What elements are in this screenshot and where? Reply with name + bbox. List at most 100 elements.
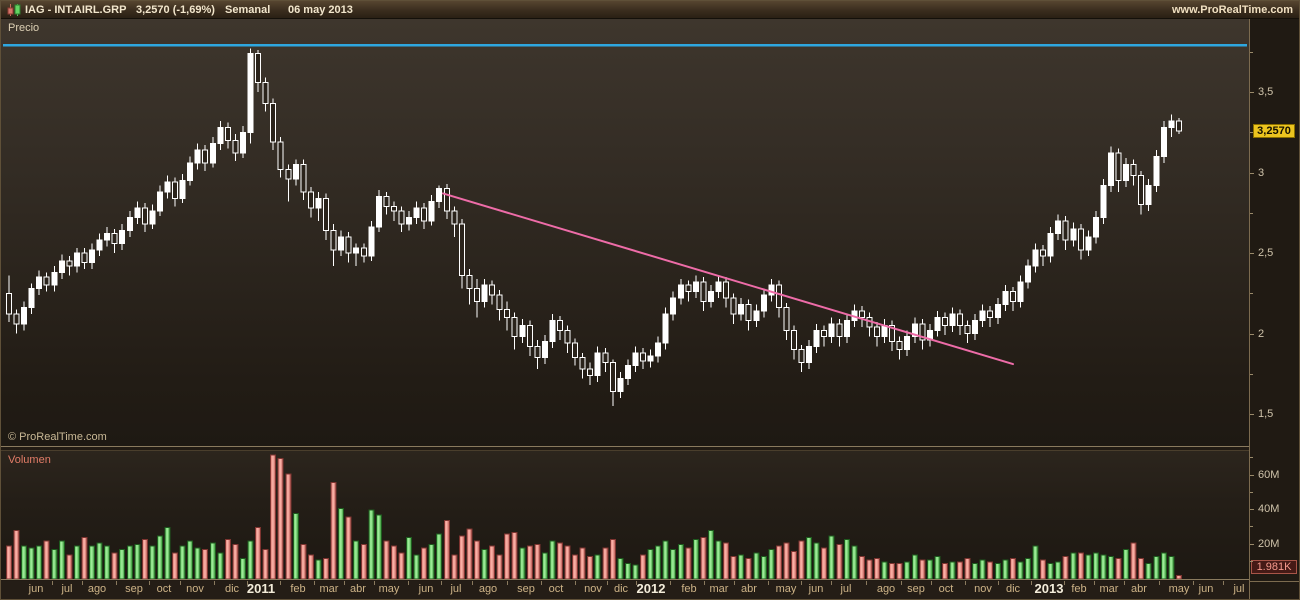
month-boundary-tick xyxy=(214,581,215,585)
month-boundary-tick xyxy=(374,581,375,585)
axis-tick xyxy=(1250,561,1253,562)
month-boundary-tick xyxy=(801,581,802,585)
month-label: jun xyxy=(808,583,824,595)
month-label: sep xyxy=(517,583,535,595)
axis-divider xyxy=(1250,581,1299,582)
volume-panel[interactable]: Volumen xyxy=(1,450,1249,580)
month-label: abr xyxy=(1131,583,1147,595)
month-boundary-tick xyxy=(52,581,53,585)
month-boundary-tick xyxy=(541,581,542,585)
month-label: may xyxy=(378,583,400,595)
month-boundary-tick xyxy=(1031,581,1032,585)
month-label: mar xyxy=(1099,583,1119,595)
axis-tick xyxy=(1250,457,1253,458)
current-volume-badge: 1.981K xyxy=(1251,560,1297,574)
month-boundary-tick xyxy=(408,581,409,585)
price-panel[interactable]: Precio © ProRealTime.com xyxy=(1,19,1249,447)
month-label: dic xyxy=(613,583,629,595)
month-boundary-tick xyxy=(607,581,608,585)
chart-column: Precio © ProRealTime.com Volumen jun jul a… xyxy=(1,19,1249,599)
axis-tick xyxy=(1250,253,1254,254)
instrument-name[interactable]: IAG - INT.AIRL.GRP xyxy=(25,4,127,16)
axis-tick xyxy=(1250,544,1254,545)
month-boundary-tick xyxy=(998,581,999,585)
month-label: jun xyxy=(28,583,44,595)
month-boundary-tick xyxy=(1223,581,1224,585)
axis-tick xyxy=(1250,334,1254,335)
month-boundary-tick xyxy=(280,581,281,585)
month-boundary-tick xyxy=(768,581,769,585)
axis-tick xyxy=(1250,475,1254,476)
month-label: jul xyxy=(450,583,462,595)
axis-tick xyxy=(1250,414,1254,415)
month-label: feb xyxy=(290,583,306,595)
month-label: oct xyxy=(938,583,954,595)
volume-panel-label: Volumen xyxy=(8,454,51,466)
month-boundary-tick xyxy=(180,581,181,585)
month-boundary-tick xyxy=(1094,581,1095,585)
month-boundary-tick xyxy=(472,581,473,585)
axis-tick xyxy=(1250,132,1253,133)
year-label: 2013 xyxy=(1034,581,1064,596)
month-boundary-tick xyxy=(149,581,150,585)
month-boundary-tick xyxy=(441,581,442,585)
bar-date-label: 06 may 2013 xyxy=(288,4,353,16)
month-boundary-tick xyxy=(1124,581,1125,585)
month-label: mar xyxy=(709,583,729,595)
axis-tick-label: 20M xyxy=(1258,537,1280,550)
month-boundary-tick xyxy=(575,581,576,585)
current-price-badge: 3,2570 xyxy=(1253,124,1295,139)
axis-tick-label: 2,5 xyxy=(1258,247,1274,259)
last-price-and-change: 3,2570 (-1,69%) xyxy=(136,4,215,16)
month-label: abr xyxy=(741,583,757,595)
month-label: feb xyxy=(681,583,697,595)
month-label: dic xyxy=(224,583,240,595)
month-boundary-tick xyxy=(1159,581,1160,585)
month-label: jul xyxy=(1233,583,1245,595)
volume-chart[interactable] xyxy=(1,451,1249,579)
axis-tick xyxy=(1250,374,1253,375)
axis-tick xyxy=(1250,492,1253,493)
axis-tick-label: 3,5 xyxy=(1258,86,1274,98)
price-axis-column[interactable]: 3,2570 1.981K 3,5 3 2,5 2 1,5 60M 40M 20M xyxy=(1249,19,1299,599)
month-label: sep xyxy=(125,583,143,595)
axis-tick-label: 2 xyxy=(1258,327,1265,340)
month-label: dic xyxy=(1005,583,1021,595)
month-label: may xyxy=(775,583,797,595)
candlestick-chart[interactable] xyxy=(1,19,1249,446)
month-boundary-tick xyxy=(965,581,966,585)
axis-tick xyxy=(1250,526,1253,527)
axis-tick xyxy=(1250,173,1254,174)
axis-tick xyxy=(1250,293,1253,294)
year-label: 2012 xyxy=(636,581,666,596)
month-label: may xyxy=(1168,583,1190,595)
month-label: ago xyxy=(876,583,896,595)
month-boundary-tick xyxy=(82,581,83,585)
month-boundary-tick xyxy=(831,581,832,585)
descending-trend-line xyxy=(442,192,1014,366)
month-boundary-tick xyxy=(901,581,902,585)
month-label: nov xyxy=(584,583,602,595)
month-boundary-tick xyxy=(1064,581,1065,585)
month-label: feb xyxy=(1071,583,1087,595)
month-boundary-tick xyxy=(507,581,508,585)
timeframe-label[interactable]: Semanal xyxy=(225,4,271,16)
month-boundary-tick xyxy=(636,581,637,585)
year-label: 2011 xyxy=(246,581,276,596)
month-label: oct xyxy=(156,583,172,595)
time-axis[interactable]: jun jul ago sep oct nov dic 2011 feb mar abr may jun… xyxy=(1,581,1249,599)
axis-tick xyxy=(1250,92,1254,93)
price-panel-label: Precio xyxy=(8,22,40,34)
month-boundary-tick xyxy=(247,581,248,585)
month-label: jun xyxy=(1198,583,1214,595)
month-boundary-tick xyxy=(1193,581,1194,585)
axis-tick-label: 60M xyxy=(1258,468,1280,481)
axis-tick-label: 40M xyxy=(1258,503,1280,515)
month-label: oct xyxy=(548,583,564,595)
month-boundary-tick xyxy=(670,581,671,585)
month-boundary-tick xyxy=(734,581,735,585)
axis-tick-label: 3 xyxy=(1258,166,1265,179)
month-boundary-tick xyxy=(931,581,932,585)
month-label: jun xyxy=(418,583,434,595)
